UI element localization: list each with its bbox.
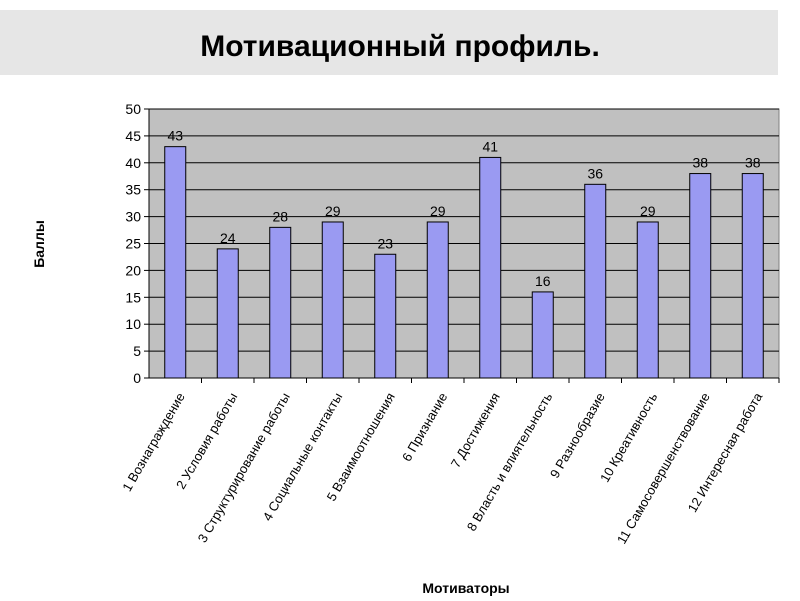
bar-chart: 0 5 10 15 20 25 30 35 40 45 50 43 24 28 29 23 29 41 16 36 2…: [31, 101, 780, 596]
bar-12: [741, 173, 764, 379]
y-tick-label: 40: [125, 155, 141, 171]
bar-3: [269, 226, 292, 379]
data-label: 24: [220, 230, 236, 246]
x-tick-label: 7 Достижения: [448, 390, 503, 470]
y-tick-label: 5: [133, 343, 141, 359]
x-tick-label: 6 Признание: [399, 390, 450, 464]
bars: [164, 146, 764, 379]
chart-frame: 0 5 10 15 20 25 30 35 40 45 50 43 24 28 29 23 29 41 16 36 2…: [6, 78, 796, 596]
y-tick-label: 50: [125, 101, 141, 117]
y-tick-label: 20: [125, 262, 141, 278]
data-label: 36: [587, 165, 603, 181]
slide-title: Мотивационный профиль.: [200, 30, 600, 63]
bar-6: [426, 221, 449, 379]
bar-5: [374, 253, 397, 379]
x-tick-label: 3 Структурирование работы: [195, 390, 293, 545]
y-tick-label: 45: [125, 128, 141, 144]
bar-7: [479, 156, 502, 379]
bar-9: [584, 183, 607, 379]
x-tick-label: 10 Креативность: [597, 390, 661, 485]
data-label: 29: [325, 203, 341, 219]
bar-8: [531, 291, 554, 379]
y-axis-label: Баллы: [31, 220, 47, 268]
gridlines: [149, 108, 779, 379]
bar-10: [636, 221, 659, 379]
bar-1: [164, 146, 187, 379]
bar-4: [321, 221, 344, 379]
data-label: 38: [692, 155, 708, 171]
data-label: 41: [482, 138, 498, 154]
y-tick-label: 0: [133, 370, 141, 386]
y-tick-label: 10: [125, 316, 141, 332]
data-label: 29: [640, 203, 656, 219]
data-label: 28: [272, 208, 288, 224]
y-tick-label: 15: [125, 289, 141, 305]
data-labels: 43 24 28 29 23 29 41 16 36 29 38 38: [167, 128, 760, 289]
x-axis-label: Мотиваторы: [422, 580, 509, 596]
y-tick-label: 35: [125, 182, 141, 198]
data-label: 23: [377, 235, 393, 251]
y-tick-label: 30: [125, 209, 141, 225]
data-label: 38: [745, 155, 761, 171]
x-tick-label: 9 Разнообразие: [547, 390, 608, 481]
slide-header-band: [0, 10, 778, 75]
bar-11: [689, 173, 712, 379]
data-label: 43: [167, 128, 183, 144]
data-label: 29: [430, 203, 446, 219]
x-tick-label: 11 Самосовершенствование: [614, 390, 713, 547]
y-tick-label: 25: [125, 236, 141, 252]
y-axis-ticks: 0 5 10 15 20 25 30 35 40 45 50: [125, 101, 150, 386]
data-label: 16: [535, 273, 551, 289]
bar-2: [216, 248, 239, 379]
